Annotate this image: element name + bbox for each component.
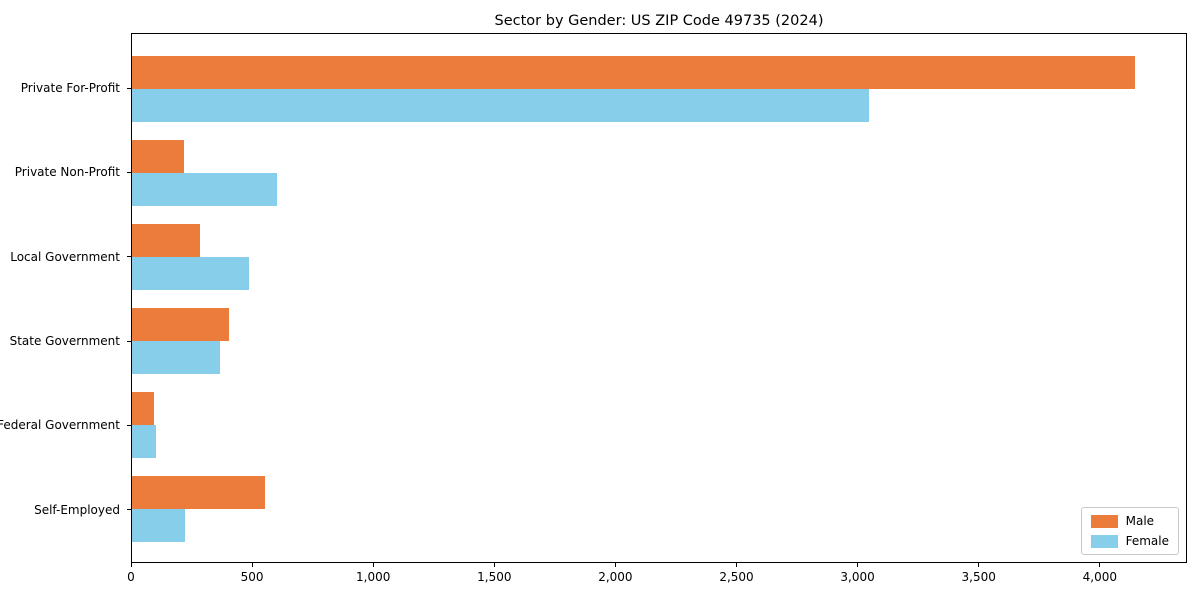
legend-swatch-female-icon [1090,534,1118,548]
x-tick-mark-icon [251,563,253,567]
bar-female [132,173,278,206]
y-tick: Local Government [0,215,131,299]
x-tick-label: 0 [127,570,135,584]
category-group [132,215,1186,299]
legend-item-male: Male [1090,514,1169,528]
legend-label-male: Male [1125,514,1155,528]
bar-female [132,257,250,290]
bar-male [132,224,200,257]
y-tick: Federal Government [0,383,131,467]
x-tick-mark-icon [857,563,859,567]
x-tick-mark-icon [372,563,374,567]
y-tick-label: Private For-Profit [20,81,120,96]
x-tick-mark-icon [1099,563,1101,567]
x-tick-mark-icon [614,563,616,567]
bar-male [132,308,229,341]
bar-female [132,89,870,122]
y-tick-mark-icon [127,171,131,173]
bar-male [132,56,1136,89]
category-group [132,47,1186,131]
y-tick: Private Non-Profit [0,130,131,214]
y-tick-mark-icon [127,509,131,511]
bar-male [132,140,184,173]
x-tick-label: 3,500 [961,570,996,584]
legend-label-female: Female [1125,534,1169,548]
bar-female [132,425,157,458]
legend: Male Female [1080,507,1179,555]
y-tick-mark-icon [127,424,131,426]
legend-swatch-male-icon [1090,514,1118,528]
chart-title: Sector by Gender: US ZIP Code 49735 (202… [494,13,824,29]
bar-female [132,509,186,542]
category-group [132,299,1186,383]
x-tick-label: 500 [240,570,264,584]
y-axis-labels: Private For-Profit Private Non-Profit Loca… [0,33,131,563]
x-tick-label: 1,500 [477,570,512,584]
y-tick-label: Private Non-Profit [14,165,120,180]
y-tick-label: Federal Government [0,418,120,433]
y-tick-mark-icon [127,87,131,89]
x-tick-label: 2,000 [598,570,633,584]
x-tick-label: 4,000 [1082,570,1117,584]
x-tick-label: 2,500 [719,570,754,584]
x-tick-mark-icon [978,563,980,567]
x-tick-label: 1,000 [356,570,391,584]
category-group [132,131,1186,215]
y-tick-mark-icon [127,256,131,258]
y-tick-mark-icon [127,340,131,342]
bar-male [132,392,154,425]
category-group [132,383,1186,467]
bar-male [132,476,265,509]
x-axis: 0 500 1,000 1,500 2,000 2,500 3,000 3,500 4,000 [127,563,1187,589]
plot-area: Male Female [131,33,1187,563]
y-tick-label: Local Government [10,249,120,264]
y-tick: Self-Employed [0,468,131,552]
bar-female [132,341,221,374]
category-group [132,467,1186,551]
y-tick-label: Self-Employed [34,502,120,517]
x-tick-mark-icon [493,563,495,567]
legend-item-female: Female [1090,534,1169,548]
x-tick-mark-icon [736,563,737,567]
x-tick-mark-icon [130,563,132,567]
y-tick-label: State Government [9,334,120,349]
x-tick-label: 3,000 [840,570,875,584]
y-tick: Private For-Profit [0,46,131,130]
plot-rows [132,34,1186,562]
y-tick: State Government [0,299,131,383]
